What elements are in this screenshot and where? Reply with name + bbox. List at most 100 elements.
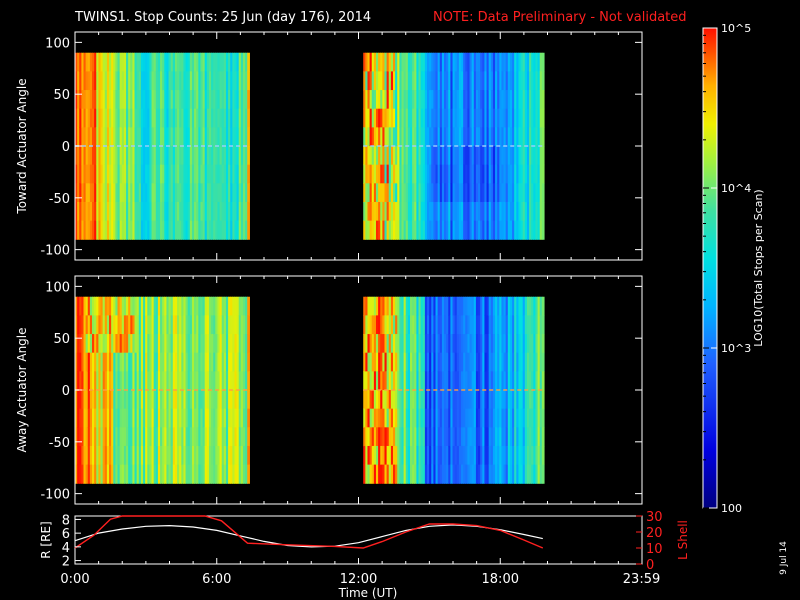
- heatmap-cell: [236, 445, 240, 466]
- heatmap-cell: [439, 296, 443, 316]
- heatmap-cell: [375, 334, 379, 354]
- heatmap-cell: [221, 445, 225, 466]
- heatmap-cell: [437, 352, 441, 372]
- heatmap-cell: [465, 201, 469, 222]
- heatmap-cell: [145, 334, 148, 354]
- heatmap-cell: [386, 183, 390, 203]
- heatmap-cell: [407, 296, 411, 316]
- heatmap-cell: [121, 220, 125, 240]
- heatmap-cell: [117, 315, 121, 335]
- heatmap-cell: [183, 445, 187, 466]
- heatmap-cell: [469, 390, 473, 410]
- heatmap-cell: [215, 390, 219, 410]
- heatmap-cell: [522, 445, 526, 466]
- heatmap-cell: [79, 90, 82, 110]
- heatmap-cell: [529, 52, 532, 72]
- heatmap-cell: [247, 427, 250, 447]
- heatmap-cell: [458, 464, 462, 484]
- heatmap-cell: [126, 220, 129, 240]
- heatmap-cell: [155, 201, 159, 222]
- heatmap-cell: [185, 315, 189, 335]
- heatmap-cell: [497, 427, 500, 447]
- heatmap-cell: [85, 427, 89, 447]
- heatmap-cell: [431, 352, 434, 372]
- heatmap-cell: [208, 108, 212, 128]
- heatmap-cell: [463, 352, 466, 372]
- heatmap-cell: [121, 315, 125, 335]
- heatmap-cell: [446, 371, 449, 391]
- heatmap-cell: [516, 371, 520, 391]
- heatmap-cell: [153, 464, 157, 484]
- heatmap-cell: [480, 445, 483, 466]
- heatmap-cell: [488, 90, 492, 110]
- preliminary-note: NOTE: Data Preliminary - Not validated: [433, 10, 687, 25]
- heatmap-cell: [429, 315, 432, 335]
- heatmap-cell: [236, 127, 240, 147]
- heatmap-cell: [448, 334, 451, 354]
- heatmap-cell: [503, 408, 507, 428]
- heatmap-cell: [444, 127, 447, 147]
- heatmap-cell: [100, 445, 104, 466]
- heatmap-cell: [492, 201, 496, 222]
- heatmap-cell: [160, 390, 163, 410]
- heatmap-cell: [81, 464, 85, 484]
- heatmap-cell: [529, 108, 532, 128]
- heatmap-cell: [435, 146, 439, 166]
- heatmap-cell: [191, 90, 195, 110]
- heatmap-cell: [75, 334, 78, 354]
- heatmap-cell: [168, 127, 172, 147]
- heatmap-cell: [439, 164, 443, 184]
- heatmap-cell: [213, 334, 216, 354]
- heatmap-cell: [524, 71, 528, 91]
- heatmap-cell: [378, 390, 381, 410]
- heatmap-cell: [386, 334, 390, 354]
- heatmap-cell: [367, 296, 371, 316]
- heatmap-cell: [130, 201, 134, 222]
- heatmap-cell: [537, 334, 541, 354]
- heatmap-cell: [172, 371, 176, 391]
- heatmap-cell: [429, 201, 432, 222]
- heatmap-cell: [104, 296, 108, 316]
- heatmap-cell: [467, 183, 471, 203]
- heatmap-cell: [132, 71, 136, 91]
- heatmap-cell: [75, 164, 78, 184]
- heatmap-cell: [100, 408, 104, 428]
- heatmap-cell: [420, 390, 424, 410]
- heatmap-cell: [111, 108, 114, 128]
- heatmap-cell: [85, 390, 89, 410]
- heatmap-cell: [96, 464, 99, 484]
- heatmap-cell: [488, 201, 492, 222]
- heatmap-cell: [388, 108, 392, 128]
- heatmap-cell: [238, 127, 242, 147]
- heatmap-cell: [219, 408, 223, 428]
- heatmap-cell: [395, 220, 398, 240]
- heatmap-cell: [213, 315, 216, 335]
- heatmap-cell: [81, 390, 85, 410]
- heatmap-cell: [405, 108, 409, 128]
- heatmap-cell: [458, 90, 462, 110]
- heatmap-cell: [98, 296, 102, 316]
- heatmap-cell: [444, 315, 447, 335]
- heatmap-cell: [234, 220, 238, 240]
- heatmap-cell: [375, 52, 379, 72]
- heatmap-cell: [83, 464, 87, 484]
- heatmap-cell: [247, 334, 250, 354]
- heatmap-cell: [236, 371, 240, 391]
- heatmap-cell: [223, 108, 227, 128]
- heatmap-cell: [488, 464, 492, 484]
- heatmap-cell: [458, 334, 462, 354]
- heatmap-cell: [164, 201, 168, 222]
- heatmap-cell: [512, 201, 515, 222]
- heatmap-cell: [431, 220, 434, 240]
- heatmap-cell: [119, 146, 123, 166]
- heatmap-cell: [194, 445, 197, 466]
- heatmap-cell: [204, 164, 208, 184]
- heatmap-cell: [211, 390, 214, 410]
- heatmap-cell: [375, 108, 379, 128]
- heatmap-cell: [388, 371, 392, 391]
- heatmap-cell: [375, 390, 379, 410]
- heatmap-cell: [81, 352, 85, 372]
- heatmap-cell: [140, 464, 144, 484]
- heatmap-cell: [102, 183, 106, 203]
- heatmap-cell: [486, 408, 490, 428]
